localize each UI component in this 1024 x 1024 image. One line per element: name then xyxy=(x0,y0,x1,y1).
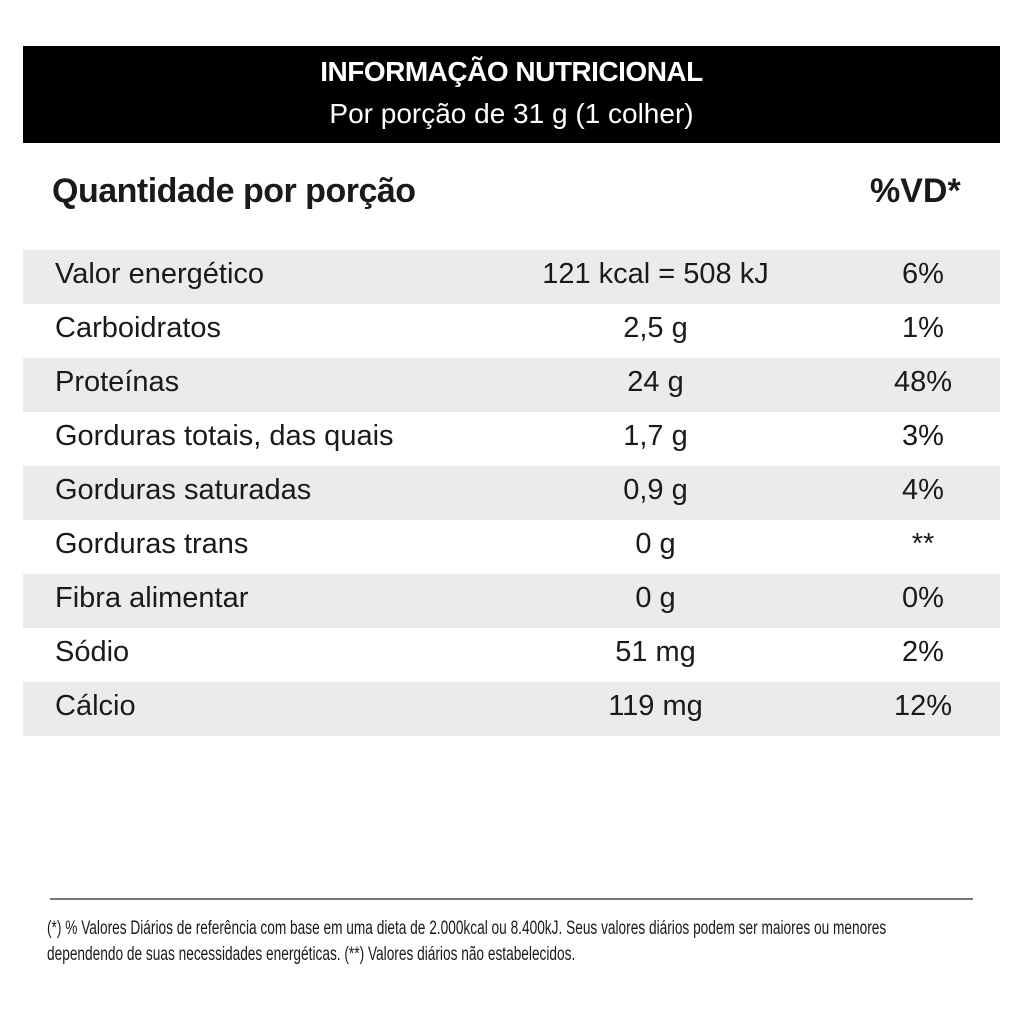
nutrition-rows: Valor energético 121 kcal = 508 kJ 6% Carb… xyxy=(23,250,1000,736)
footnote-line-2: dependendo de suas necessidades energéti… xyxy=(47,944,576,965)
footnote: (*) % Valores Diários de referência com … xyxy=(47,916,886,968)
serving-size: Por porção de 31 g (1 colher) xyxy=(329,98,694,129)
nutrient-label: Cálcio xyxy=(55,690,136,722)
footnote-line-1: (*) % Valores Diários de referência com … xyxy=(47,918,887,939)
table-title: INFORMAÇÃO NUTRICIONAL xyxy=(320,56,703,87)
table-row: Fibra alimentar 0 g 0% xyxy=(23,574,1000,628)
nutrient-label: Proteínas xyxy=(55,366,180,398)
dv-column-header: %VD* xyxy=(870,172,961,210)
nutrient-label: Carboidratos xyxy=(55,312,222,344)
nutrient-label: Gorduras trans xyxy=(55,528,249,560)
nutrient-label: Gorduras saturadas xyxy=(55,474,312,506)
nutrient-dv: 1% xyxy=(902,312,944,344)
table-row: Gorduras trans 0 g ** xyxy=(23,520,1000,574)
nutrient-dv: ** xyxy=(911,528,935,560)
nutrient-amount: 0,9 g xyxy=(623,474,688,506)
nutrient-label: Valor energético xyxy=(55,258,265,290)
table-row: Cálcio 119 mg 12% xyxy=(23,682,1000,736)
footnote-divider xyxy=(50,898,973,900)
nutrient-dv: 3% xyxy=(902,420,944,452)
table-row: Sódio 51 mg 2% xyxy=(23,628,1000,682)
nutrient-amount: 121 kcal = 508 kJ xyxy=(542,258,769,290)
nutrient-amount: 0 g xyxy=(635,528,676,560)
table-row: Gorduras totais, das quais 1,7 g 3% xyxy=(23,412,1000,466)
nutrient-dv: 48% xyxy=(893,366,953,398)
nutrient-amount: 0 g xyxy=(635,582,676,614)
nutrient-label: Fibra alimentar xyxy=(55,582,249,614)
nutrient-amount: 24 g xyxy=(627,366,684,398)
nutrient-amount: 51 mg xyxy=(615,636,696,668)
nutrient-amount: 2,5 g xyxy=(623,312,688,344)
nutrient-amount: 119 mg xyxy=(608,690,703,722)
table-header: INFORMAÇÃO NUTRICIONAL Por porção de 31 … xyxy=(23,46,1000,143)
nutrient-dv: 4% xyxy=(902,474,944,506)
table-row: Proteínas 24 g 48% xyxy=(23,358,1000,412)
quantity-column-header: Quantidade por porção xyxy=(52,172,416,210)
nutrient-dv: 2% xyxy=(902,636,944,668)
nutrient-label: Sódio xyxy=(55,636,130,668)
nutrient-amount: 1,7 g xyxy=(623,420,688,452)
nutrient-dv: 6% xyxy=(902,258,944,290)
nutrient-label: Gorduras totais, das quais xyxy=(55,420,394,452)
table-row: Carboidratos 2,5 g 1% xyxy=(23,304,1000,358)
nutrient-dv: 12% xyxy=(893,690,953,722)
table-row: Valor energético 121 kcal = 508 kJ 6% xyxy=(23,250,1000,304)
nutrient-dv: 0% xyxy=(902,582,944,614)
table-row: Gorduras saturadas 0,9 g 4% xyxy=(23,466,1000,520)
